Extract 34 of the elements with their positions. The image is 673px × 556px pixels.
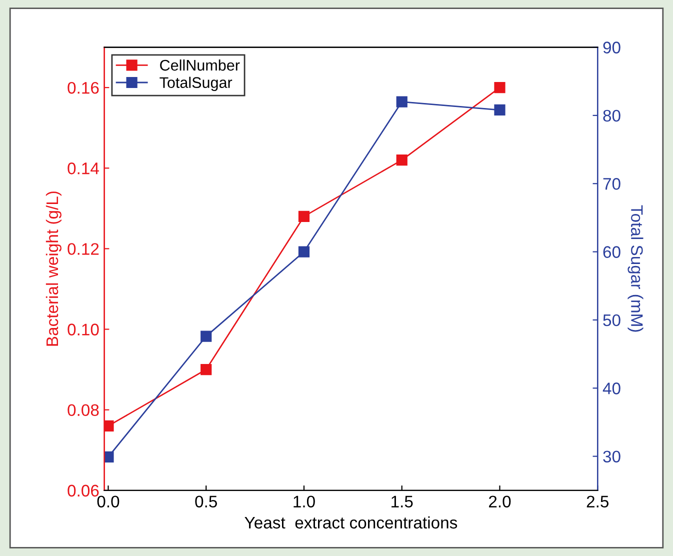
y2-tick-label: 70 bbox=[603, 178, 620, 190]
legend-label: TotalSugar bbox=[160, 76, 232, 92]
y2-tick-label: 30 bbox=[603, 450, 620, 463]
point bbox=[396, 154, 408, 166]
y2-axis-title: Total Sugar (mM) bbox=[628, 205, 644, 332]
y2-tick-label: 50 bbox=[603, 314, 620, 326]
y2-tick-label: 40 bbox=[602, 382, 620, 394]
point bbox=[298, 210, 310, 222]
y-axis-title: Bacterial weight (g/L) bbox=[46, 192, 62, 346]
point bbox=[494, 104, 506, 116]
x-axis-title: Yeast extract concentrations bbox=[244, 516, 458, 529]
x-tick-label: 2.0 bbox=[489, 496, 511, 508]
y2-tick-label: 60 bbox=[603, 246, 620, 258]
y2-tick-label: 90 bbox=[603, 42, 620, 54]
point bbox=[396, 96, 408, 108]
x-tick-label: 2.5 bbox=[586, 496, 609, 508]
y-tick-label: 0.14 bbox=[68, 162, 99, 174]
point bbox=[104, 451, 114, 463]
y2-tick-label: 80 bbox=[603, 110, 620, 122]
point bbox=[104, 420, 114, 432]
point bbox=[298, 246, 310, 258]
x-tick-label: 0.0 bbox=[97, 496, 120, 508]
y-tick-label: 0.08 bbox=[68, 404, 99, 416]
point bbox=[200, 364, 212, 376]
point bbox=[494, 82, 506, 94]
y-tick-label: 0.06 bbox=[68, 484, 99, 497]
y-tick-label: 0.16 bbox=[68, 82, 99, 94]
x-tick-label: 0.5 bbox=[195, 496, 217, 508]
y-tick-label: 0.10 bbox=[68, 324, 99, 336]
x-tick-label: 1.5 bbox=[392, 496, 413, 508]
y-tick-label: 0.12 bbox=[68, 243, 99, 255]
x-tick-label: 1.0 bbox=[294, 496, 315, 508]
point bbox=[200, 330, 212, 342]
legend-label: CellNumber bbox=[160, 59, 240, 71]
